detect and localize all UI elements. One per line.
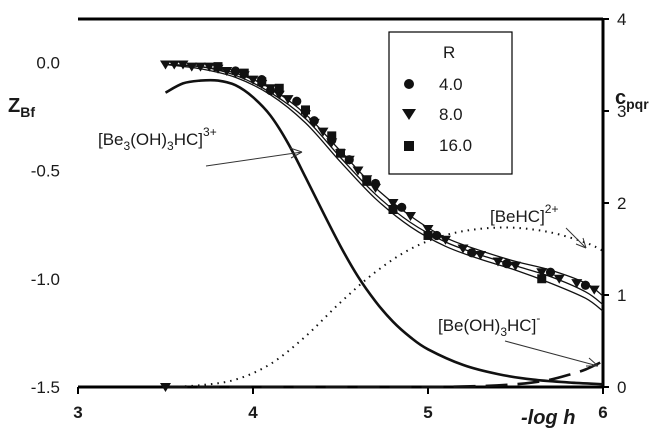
y-left-tick-label: 0.0 xyxy=(36,53,60,72)
legend-label-16: 16.0 xyxy=(439,136,472,155)
marker-r8 xyxy=(343,155,355,165)
marker-r16 xyxy=(213,62,223,72)
marker-r4 xyxy=(467,248,477,258)
marker-r8 xyxy=(177,60,189,70)
marker-r16 xyxy=(388,204,398,214)
y-left-tick-label: -1.5 xyxy=(31,378,60,397)
marker-r16 xyxy=(257,77,267,87)
marker-layer xyxy=(160,60,600,392)
legend-label-4: 4.0 xyxy=(439,75,463,94)
marker-r8 xyxy=(247,75,259,85)
annotation-trimer: [Be3(OH)3HC]3+ xyxy=(98,125,303,167)
annotation-anion: [Be(OH)3HC]- xyxy=(438,311,599,367)
marker-r8 xyxy=(370,183,381,193)
annotation-anion-label: [Be(OH)3HC]- xyxy=(438,311,540,339)
annotation-monomer: [BeHC]2+ xyxy=(490,202,587,249)
marker-r8 xyxy=(475,250,486,260)
marker-r8 xyxy=(186,62,198,72)
marker-r8 xyxy=(168,60,180,70)
y-right-tick-label: 1 xyxy=(617,286,626,305)
marker-r16 xyxy=(336,148,345,158)
marker-r8 xyxy=(510,261,521,271)
marker-r8 xyxy=(326,138,338,148)
marker-r8 xyxy=(282,95,294,105)
y-right-tick-label: 4 xyxy=(617,10,626,29)
annotation-trimer-arrowhead xyxy=(289,147,303,159)
marker-r16 xyxy=(274,83,284,93)
annotation-trimer-arrow xyxy=(205,151,303,167)
marker-r8 xyxy=(308,118,320,128)
annotation-anion-arrowhead xyxy=(586,357,599,367)
marker-r8 xyxy=(422,224,434,234)
marker-r8 xyxy=(230,69,241,79)
marker-r8 xyxy=(553,274,565,284)
marker-r8 xyxy=(588,285,600,295)
marker-r4 xyxy=(502,259,512,269)
marker-r8 xyxy=(203,62,215,72)
x-tick-label: 6 xyxy=(598,403,607,422)
y-right-tick-label: 3 xyxy=(617,102,626,121)
marker-r8 xyxy=(571,279,583,289)
marker-r4 xyxy=(292,96,302,106)
marker-r16 xyxy=(301,105,310,115)
y-right-tick-label: 2 xyxy=(617,194,626,213)
marker-r16 xyxy=(537,274,547,284)
marker-r8 xyxy=(387,199,399,208)
legend-marker-circle xyxy=(404,79,414,89)
marker-r8 xyxy=(536,268,548,278)
baseline-marker xyxy=(160,383,171,392)
marker-r8 xyxy=(195,62,206,72)
y-left-tick-label: -1.0 xyxy=(31,270,60,289)
marker-r16 xyxy=(362,176,372,186)
x-tick-label: 5 xyxy=(423,403,432,422)
species-curve-2 xyxy=(165,360,604,389)
marker-r4 xyxy=(545,267,556,277)
marker-r8 xyxy=(405,211,416,221)
marker-r8 xyxy=(492,257,504,267)
legend-marker-square xyxy=(404,141,414,151)
legend-label-8: 8.0 xyxy=(439,105,463,124)
annotation-monomer-label: [BeHC]2+ xyxy=(490,202,558,226)
marker-r4 xyxy=(432,230,442,241)
x-tick-label: 3 xyxy=(73,403,82,422)
marker-r4 xyxy=(580,280,591,290)
fit-curve-z-0 xyxy=(165,63,604,297)
marker-r8 xyxy=(273,90,285,100)
legend-marker-triangle xyxy=(402,109,416,120)
marker-r8 xyxy=(221,66,233,76)
annotation-anion-arrow xyxy=(504,340,599,367)
species-curve-1 xyxy=(165,226,604,388)
marker-r8 xyxy=(317,127,329,137)
marker-r4 xyxy=(397,202,407,212)
x-tick-label: 4 xyxy=(248,403,258,422)
annotation-monomer-arrowhead xyxy=(575,237,587,249)
y-left-axis-title: ZBf xyxy=(8,95,35,120)
fit-curve-z-2 xyxy=(165,63,604,312)
y-right-tick-label: 0 xyxy=(617,378,626,397)
tick-layer: 3 4 5 6 0.0 -0.5 -1.0 -1.5 0 1 2 3 4 xyxy=(31,10,627,422)
marker-r16 xyxy=(239,68,249,78)
marker-r8 xyxy=(160,60,171,70)
marker-r8 xyxy=(265,84,276,94)
marker-r8 xyxy=(440,235,451,245)
legend: R 4.0 8.0 16.0 xyxy=(388,31,513,175)
species-curve-0 xyxy=(164,78,604,386)
y-left-tick-label: -0.5 xyxy=(31,162,60,181)
x-axis-title: -log h xyxy=(521,407,575,429)
y-right-axis-title: cpqr xyxy=(615,87,649,112)
marker-r8 xyxy=(352,166,364,176)
marker-r8 xyxy=(457,244,469,254)
annotation-monomer-arrow xyxy=(565,227,587,249)
legend-title: R xyxy=(443,43,455,62)
marker-r16 xyxy=(327,131,337,141)
annotation-trimer-label: [Be3(OH)3HC]3+ xyxy=(98,125,217,153)
marker-r16 xyxy=(423,230,433,240)
